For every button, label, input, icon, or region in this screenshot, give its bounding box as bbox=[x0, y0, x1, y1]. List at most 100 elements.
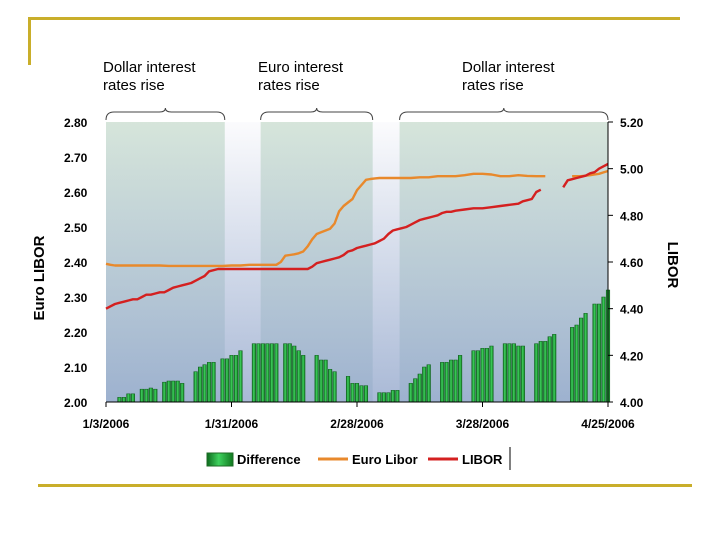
difference-bar bbox=[377, 392, 382, 403]
difference-bar bbox=[130, 393, 135, 403]
difference-bar bbox=[484, 348, 490, 403]
x-tick-label: 3/28/2006 bbox=[456, 417, 510, 431]
annotation-dollar-rise-2: Dollar interest rates rise bbox=[462, 59, 555, 94]
y-left-tick-label: 2.20 bbox=[64, 326, 88, 340]
difference-bar bbox=[269, 343, 274, 403]
difference-bar bbox=[301, 355, 306, 403]
difference-bar bbox=[292, 345, 297, 403]
bottom-rule-line bbox=[38, 484, 692, 487]
difference-bar bbox=[417, 373, 422, 403]
difference-bar bbox=[332, 371, 337, 403]
y-right-tick-label: 4.20 bbox=[620, 349, 644, 363]
difference-bar bbox=[381, 392, 386, 403]
x-tick-label: 1/3/2006 bbox=[83, 417, 130, 431]
y-right-tick-label: 4.80 bbox=[620, 209, 644, 223]
difference-bar bbox=[274, 343, 279, 403]
difference-bar bbox=[471, 350, 476, 403]
legend-difference-label: Difference bbox=[237, 452, 301, 467]
difference-bar bbox=[596, 303, 602, 403]
difference-bar bbox=[386, 392, 391, 403]
annotation-dollar-rise-1: Dollar interest rates rise bbox=[103, 59, 196, 94]
y-left-tick-label: 2.50 bbox=[64, 221, 88, 235]
difference-bar bbox=[207, 362, 212, 403]
difference-bar bbox=[323, 359, 328, 403]
y-left-axis-title: Euro LIBOR bbox=[31, 235, 48, 320]
difference-bar bbox=[489, 345, 494, 403]
difference-bar bbox=[202, 364, 207, 403]
x-tick-label: 1/31/2006 bbox=[205, 417, 259, 431]
difference-bar bbox=[198, 366, 203, 403]
difference-bar bbox=[426, 364, 431, 403]
difference-bar bbox=[350, 383, 355, 403]
shaded-period-1 bbox=[106, 122, 225, 402]
difference-bar bbox=[229, 355, 234, 403]
difference-bar bbox=[171, 380, 176, 403]
legend-difference-swatch bbox=[206, 452, 234, 467]
legend: Difference Euro Libor LIBOR bbox=[206, 447, 511, 470]
libor-line bbox=[105, 162, 609, 310]
y-right-axis-title: LIBOR bbox=[664, 242, 681, 289]
difference-bar bbox=[449, 359, 454, 403]
annotation-euro-rise: Euro interest rates rise bbox=[258, 59, 344, 94]
difference-bar bbox=[516, 345, 521, 403]
brace-2 bbox=[260, 107, 374, 121]
difference-bar bbox=[507, 343, 512, 403]
difference-bar bbox=[265, 343, 270, 403]
difference-bar bbox=[162, 381, 167, 403]
difference-bar bbox=[256, 343, 261, 403]
difference-bar bbox=[363, 385, 369, 403]
difference-bar bbox=[148, 387, 153, 403]
difference-bar bbox=[574, 324, 579, 403]
difference-bar bbox=[475, 350, 481, 403]
difference-bar bbox=[117, 397, 122, 403]
x-tick-label: 4/25/2006 bbox=[581, 417, 635, 431]
difference-bar bbox=[224, 358, 230, 403]
y-left-tick-label: 2.00 bbox=[64, 396, 88, 410]
difference-bar bbox=[126, 393, 131, 403]
difference-bar bbox=[345, 376, 351, 403]
difference-bar bbox=[534, 343, 539, 403]
difference-bar bbox=[543, 341, 548, 403]
x-tick-label: 2/28/2006 bbox=[330, 417, 384, 431]
difference-bar bbox=[408, 383, 413, 403]
difference-bar bbox=[538, 341, 543, 403]
difference-bar bbox=[153, 388, 158, 403]
difference-bar bbox=[233, 355, 239, 403]
y-right-tick-label: 5.00 bbox=[620, 163, 644, 177]
difference-bar bbox=[583, 313, 588, 403]
difference-bar bbox=[511, 343, 516, 403]
difference-bar bbox=[579, 317, 584, 403]
left-rule-line bbox=[28, 17, 31, 65]
difference-bar bbox=[422, 366, 427, 403]
difference-bar bbox=[520, 345, 525, 403]
difference-bar bbox=[413, 378, 418, 403]
legend-libor-label: LIBOR bbox=[462, 452, 503, 467]
difference-bar bbox=[314, 355, 319, 403]
difference-bar bbox=[601, 296, 606, 403]
difference-bar bbox=[251, 343, 256, 403]
y-right-tick-label: 4.40 bbox=[620, 303, 644, 317]
difference-bar bbox=[458, 355, 463, 403]
brace-3 bbox=[399, 107, 609, 121]
y-right-tick-label: 4.60 bbox=[620, 256, 644, 270]
y-right-tick-label: 5.20 bbox=[620, 116, 644, 130]
y-left-tick-label: 2.70 bbox=[64, 151, 88, 165]
top-rule-line bbox=[28, 17, 680, 20]
difference-bar bbox=[328, 369, 333, 403]
difference-bar bbox=[296, 350, 301, 403]
difference-bar bbox=[283, 343, 288, 403]
difference-bar bbox=[211, 362, 216, 403]
difference-bar bbox=[238, 350, 243, 403]
y-left-tick-label: 2.40 bbox=[64, 256, 88, 270]
legend-euro-libor-label: Euro Libor bbox=[352, 452, 418, 467]
difference-bar bbox=[180, 383, 185, 403]
difference-bar bbox=[390, 390, 395, 403]
difference-bar bbox=[121, 397, 126, 403]
difference-bar bbox=[139, 388, 144, 403]
difference-bar bbox=[260, 343, 265, 403]
difference-bar bbox=[440, 362, 445, 403]
difference-bar bbox=[175, 380, 180, 403]
difference-bar bbox=[502, 343, 507, 403]
y-left-tick-label: 2.10 bbox=[64, 361, 88, 375]
